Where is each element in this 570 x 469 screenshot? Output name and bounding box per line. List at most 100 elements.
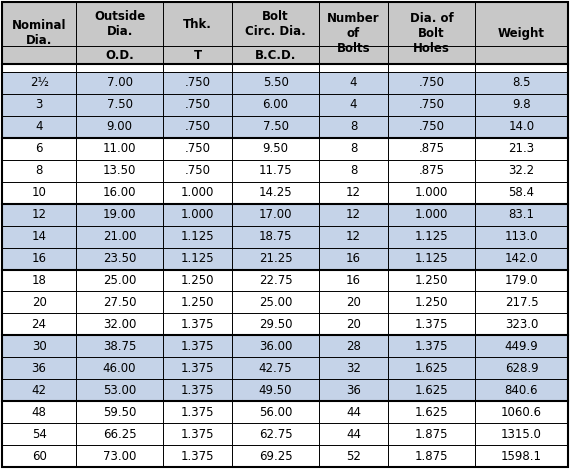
Text: 4: 4 [350,98,357,112]
Text: 42.75: 42.75 [259,362,292,375]
Text: 12: 12 [31,208,47,221]
Text: 1.000: 1.000 [181,186,214,199]
Text: 60: 60 [32,449,47,462]
Text: 54: 54 [32,428,47,440]
Text: 14: 14 [31,230,47,243]
Text: 9.8: 9.8 [512,98,531,112]
Text: 1060.6: 1060.6 [501,406,542,419]
Text: 1315.0: 1315.0 [501,428,542,440]
Text: 25.00: 25.00 [259,296,292,309]
Bar [2,64,568,72]
Text: Outside
Dia.: Outside Dia. [94,10,145,38]
Text: 1.875: 1.875 [415,428,448,440]
Text: 1.375: 1.375 [415,318,448,331]
Bar [2,423,568,445]
Text: 1.375: 1.375 [181,340,214,353]
Text: 1.000: 1.000 [181,208,214,221]
Bar [2,379,568,401]
Bar [2,94,568,116]
Text: 7.00: 7.00 [107,76,133,90]
Text: 23.50: 23.50 [103,252,136,265]
Text: 7.50: 7.50 [263,121,288,133]
Bar [2,72,568,94]
Bar [2,445,568,467]
Bar [2,2,568,64]
Text: 1.625: 1.625 [415,406,449,419]
Text: 22.75: 22.75 [259,274,292,287]
Text: .750: .750 [185,98,210,112]
Text: .750: .750 [185,76,210,90]
Bar [2,357,568,379]
Text: 16: 16 [346,252,361,265]
Text: 1.125: 1.125 [415,230,449,243]
Text: .750: .750 [185,164,210,177]
Bar [2,226,568,248]
Text: 32.2: 32.2 [508,164,535,177]
Text: 179.0: 179.0 [504,274,538,287]
Text: 5.50: 5.50 [263,76,288,90]
Text: 1.250: 1.250 [415,296,448,309]
Text: 6: 6 [35,142,43,155]
Text: Weight: Weight [498,27,545,39]
Text: 21.3: 21.3 [508,142,535,155]
Text: 8: 8 [350,142,357,155]
Text: 9.00: 9.00 [107,121,133,133]
Text: 1.375: 1.375 [181,449,214,462]
Text: Dia. of
Bolt
Holes: Dia. of Bolt Holes [410,12,453,54]
Text: 58.4: 58.4 [508,186,535,199]
Text: 20: 20 [32,296,47,309]
Text: 32: 32 [346,362,361,375]
Text: Thk.: Thk. [183,17,212,30]
Text: 1.250: 1.250 [415,274,448,287]
Text: 1.000: 1.000 [415,186,448,199]
Text: 20: 20 [346,296,361,309]
Text: 14.25: 14.25 [259,186,292,199]
Text: 30: 30 [32,340,47,353]
Bar [2,291,568,313]
Text: 8: 8 [35,164,43,177]
Text: 13.50: 13.50 [103,164,136,177]
Bar [2,160,568,182]
Text: 25.00: 25.00 [103,274,136,287]
Text: 12: 12 [346,230,361,243]
Text: 69.25: 69.25 [259,449,292,462]
Text: 217.5: 217.5 [504,296,538,309]
Text: 49.50: 49.50 [259,384,292,397]
Text: 1.375: 1.375 [181,384,214,397]
Text: 42: 42 [31,384,47,397]
Text: .750: .750 [418,76,445,90]
Text: 1598.1: 1598.1 [501,449,542,462]
Text: 1.125: 1.125 [415,252,449,265]
Text: 21.25: 21.25 [259,252,292,265]
Text: 44: 44 [346,406,361,419]
Text: 56.00: 56.00 [259,406,292,419]
Text: 1.000: 1.000 [415,208,448,221]
Text: 20: 20 [346,318,361,331]
Text: .750: .750 [418,121,445,133]
Text: 16: 16 [346,274,361,287]
Text: 19.00: 19.00 [103,208,136,221]
Text: 1.125: 1.125 [181,252,214,265]
Text: .875: .875 [418,142,445,155]
Text: 36: 36 [346,384,361,397]
Text: 14.0: 14.0 [508,121,535,133]
Text: 36: 36 [32,362,47,375]
Text: B.C.D.: B.C.D. [255,48,296,61]
Text: 8.5: 8.5 [512,76,531,90]
Text: Number
of
Bolts: Number of Bolts [327,12,380,54]
Text: 449.9: 449.9 [504,340,538,353]
Text: Nominal
Dia.: Nominal Dia. [12,19,66,47]
Text: 83.1: 83.1 [508,208,535,221]
Bar [2,248,568,270]
Text: 52: 52 [346,449,361,462]
Text: .750: .750 [185,121,210,133]
Text: 8: 8 [350,121,357,133]
Text: 1.375: 1.375 [181,406,214,419]
Text: 323.0: 323.0 [505,318,538,331]
Text: 62.75: 62.75 [259,428,292,440]
Text: 4: 4 [350,76,357,90]
Bar [2,116,568,138]
Text: 8: 8 [350,164,357,177]
Text: 113.0: 113.0 [504,230,538,243]
Text: 6.00: 6.00 [263,98,288,112]
